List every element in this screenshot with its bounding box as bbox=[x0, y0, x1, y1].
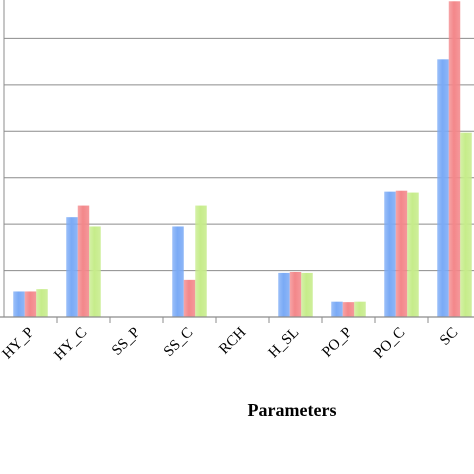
bar bbox=[66, 217, 78, 317]
bar bbox=[13, 291, 25, 317]
x-axis-title: Parameters bbox=[248, 400, 337, 420]
bar bbox=[24, 291, 37, 317]
bar bbox=[195, 205, 207, 317]
x-tick-label: HY_C bbox=[51, 325, 90, 364]
bar bbox=[354, 301, 366, 317]
x-tick-label: PO_P bbox=[319, 325, 355, 361]
bar bbox=[448, 1, 461, 318]
bar bbox=[342, 302, 355, 317]
x-tick-label: PO_C bbox=[371, 325, 408, 362]
bar bbox=[89, 226, 101, 317]
bar bbox=[331, 301, 343, 317]
x-tick-label: RCH bbox=[216, 324, 249, 357]
bar bbox=[289, 271, 302, 317]
x-tick-label: SS_P bbox=[109, 325, 143, 359]
bar bbox=[437, 59, 449, 317]
bar bbox=[460, 132, 472, 317]
bar bbox=[301, 272, 313, 317]
bar bbox=[183, 279, 196, 317]
x-tick-label: HY_P bbox=[0, 325, 37, 363]
bar bbox=[36, 289, 48, 317]
bar bbox=[395, 190, 408, 317]
x-tick-label: H_SL bbox=[266, 325, 303, 362]
bar bbox=[77, 205, 90, 317]
bar-layer bbox=[13, 1, 472, 318]
bar bbox=[172, 226, 184, 317]
x-tick-label: SS_C bbox=[161, 325, 196, 360]
bar bbox=[407, 192, 419, 317]
bar bbox=[384, 191, 396, 317]
axis-layer bbox=[0, 0, 474, 323]
bar bbox=[278, 272, 290, 317]
x-tick-label: SC bbox=[437, 325, 461, 349]
